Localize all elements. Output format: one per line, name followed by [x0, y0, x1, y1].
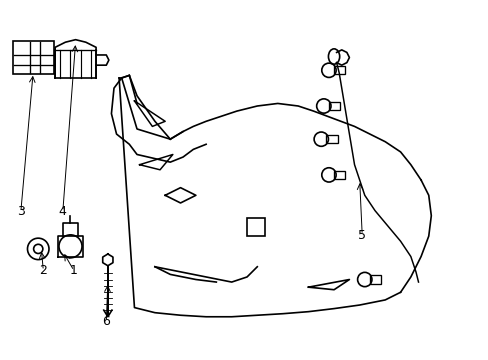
Text: 6: 6: [102, 315, 110, 328]
Text: 3: 3: [17, 205, 25, 218]
Bar: [333, 171, 345, 179]
Bar: [325, 135, 337, 143]
Text: 2: 2: [40, 264, 47, 277]
Bar: [328, 102, 340, 110]
Text: 1: 1: [70, 264, 78, 277]
Bar: [246, 218, 264, 236]
Bar: [333, 66, 345, 75]
Text: 5: 5: [358, 229, 366, 242]
Bar: [369, 275, 380, 284]
Text: 4: 4: [59, 205, 66, 218]
